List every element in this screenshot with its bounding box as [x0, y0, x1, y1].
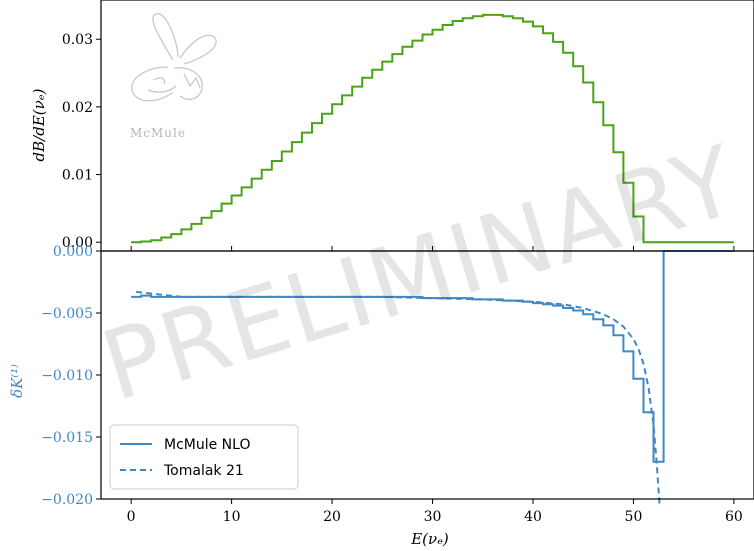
bottom-y-tick-label: 0.000	[53, 244, 93, 260]
bottom-x-tick-label: 30	[424, 509, 442, 525]
bottom-y-tick-label: −0.020	[41, 492, 93, 508]
bottom-series-mcmule-nlo-line	[131, 250, 734, 463]
bottom-x-ticks: 0 10 20 30 40 50 60	[127, 499, 743, 525]
bottom-panel: 0.000 −0.005 −0.010 −0.015 −0.020 0 10 20 30 40 5…	[8, 244, 754, 548]
bottom-y-axis-label: δK⁽¹⁾	[8, 364, 26, 398]
legend-box	[109, 424, 299, 490]
top-y-axis-label: dB/dE(νₑ)	[30, 88, 48, 161]
bottom-y-ticks: 0.000 −0.005 −0.010 −0.015 −0.020	[41, 244, 101, 508]
bottom-x-tick-label: 60	[725, 509, 743, 525]
bottom-series-tomalak-line	[136, 290, 661, 506]
legend-label-tomalak: Tomalak 21	[163, 463, 244, 479]
bottom-x-tick-label: 10	[223, 509, 241, 525]
top-y-ticks: 0.00 0.01 0.02 0.03	[62, 32, 101, 251]
bottom-y-tick-label: −0.015	[41, 430, 93, 446]
bottom-x-tick-label: 0	[127, 509, 136, 525]
bottom-axes-frame	[100, 250, 754, 500]
bottom-y-tick-label: −0.010	[41, 368, 93, 384]
bottom-y-tick-label: −0.005	[41, 306, 93, 322]
top-y-tick-label: 0.01	[62, 168, 93, 184]
top-series-line	[131, 13, 734, 244]
logo-text: McMule	[130, 126, 186, 140]
bottom-x-tick-label: 40	[524, 509, 542, 525]
mcmule-logo: McMule	[130, 13, 217, 140]
top-x-ticks	[130, 246, 735, 251]
bottom-x-tick-label: 20	[323, 509, 341, 525]
legend: McMule NLO Tomalak 21	[109, 424, 299, 490]
top-panel: 0.00 0.01 0.02 0.03 dB/dE(νₑ)	[30, 0, 754, 252]
legend-label-mcmule-nlo: McMule NLO	[164, 437, 250, 453]
x-axis-label: E(νₑ)	[410, 530, 449, 548]
top-y-tick-label: 0.02	[62, 100, 93, 116]
watermark-text: PRELIMINARY	[90, 124, 751, 423]
bottom-x-tick-label: 50	[625, 509, 643, 525]
top-y-tick-label: 0.03	[62, 32, 93, 48]
top-y-tick-label: 0.00	[62, 235, 93, 251]
